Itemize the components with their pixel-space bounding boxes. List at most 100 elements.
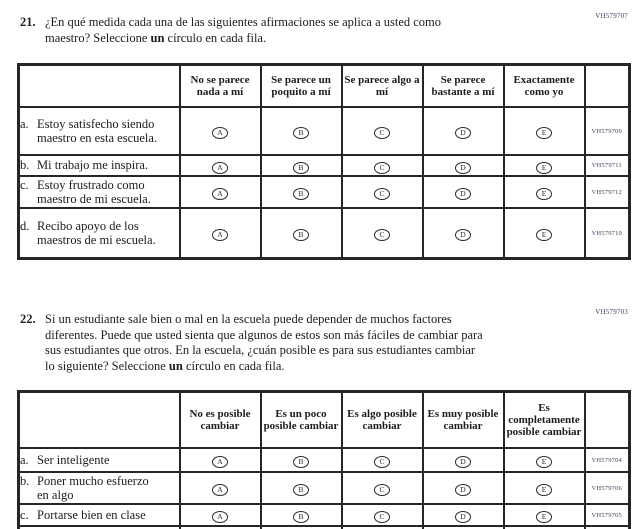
response-cell: B (259, 175, 343, 209)
question-21-number: 21. (20, 15, 36, 29)
response-cell (502, 525, 586, 529)
question-22-accession-code: VH579703 (595, 308, 628, 316)
response-cell: D (421, 207, 505, 260)
row-label: a. Estoy satisfecho siendo maestro en est… (17, 106, 181, 156)
row-accession-code: VH579704 (583, 447, 631, 473)
response-cell: E (502, 175, 586, 209)
q22-header-empty-label (17, 390, 181, 449)
row-letter: c. (20, 507, 29, 522)
option-e-circle[interactable]: E (536, 484, 552, 496)
response-cell: A (178, 447, 262, 473)
option-b-circle[interactable]: B (293, 161, 309, 174)
q21-response-grid: No se parece nada a mí Se parece un poqu… (17, 63, 631, 260)
question-21-text-b: círculo en cada fila. (164, 30, 267, 45)
response-cell (421, 525, 505, 529)
option-e-circle[interactable]: E (536, 188, 552, 200)
q21-header-col-1: No se parece nada a mí (178, 63, 262, 108)
option-d-circle[interactable]: D (455, 484, 471, 496)
option-a-circle[interactable]: A (212, 188, 228, 200)
row-accession-code: VH579706 (583, 471, 631, 505)
row-accession-code: VH579711 (583, 154, 631, 177)
response-cell: A (178, 175, 262, 209)
option-e-circle[interactable]: E (536, 456, 552, 468)
option-e-circle[interactable]: E (536, 161, 552, 174)
response-cell: C (340, 154, 424, 177)
response-cell: B (259, 154, 343, 177)
response-cell: C (340, 106, 424, 156)
response-cell: B (259, 471, 343, 505)
response-cell: D (421, 106, 505, 156)
response-cell: C (340, 503, 424, 527)
response-cell: E (502, 207, 586, 260)
option-a-circle[interactable]: A (212, 456, 228, 468)
option-a-circle[interactable]: A (212, 127, 228, 139)
row-label-text: Portarse bien en clase (37, 507, 146, 522)
question-21: 21. ¿En qué medida cada una de las sigui… (20, 15, 465, 46)
question-21-bold-word: un (150, 30, 165, 45)
option-b-circle[interactable]: B (293, 188, 309, 200)
option-d-circle[interactable]: D (455, 188, 471, 200)
option-b-circle[interactable]: B (293, 127, 309, 139)
option-d-circle[interactable]: D (455, 127, 471, 139)
response-cell (340, 525, 424, 529)
option-b-circle[interactable]: B (293, 229, 309, 241)
response-cell: A (178, 207, 262, 260)
table-row: b. Poner mucho esfuerzo en algo A B C D E… (17, 471, 631, 505)
row-label (17, 525, 181, 529)
response-cell: C (340, 207, 424, 260)
option-c-circle[interactable]: C (374, 188, 390, 200)
table-row-clipped (17, 525, 631, 529)
option-c-circle[interactable]: C (374, 127, 390, 139)
row-label: b. Mi trabajo me inspira. (17, 154, 181, 177)
option-d-circle[interactable]: D (455, 161, 471, 174)
option-a-circle[interactable]: A (212, 484, 228, 496)
question-22-bold-word: un (168, 358, 183, 373)
option-a-circle[interactable]: A (212, 229, 228, 241)
response-cell: E (502, 154, 586, 177)
option-d-circle[interactable]: D (455, 456, 471, 468)
question-21-text: ¿En qué medida cada una de las siguiente… (45, 15, 465, 46)
row-label-text: Estoy satisfecho siendo maestro en esta … (37, 116, 158, 146)
q22-header-col-2: Es un poco posible cambiar (259, 390, 343, 449)
table-row: a. Ser inteligente A B C D E VH579704 (17, 447, 631, 473)
row-label: d. Recibo apoyo de los maestros de mi esc… (17, 207, 181, 260)
row-label-text: Recibo apoyo de los maestros de mi escue… (37, 218, 156, 248)
option-e-circle[interactable]: E (536, 229, 552, 241)
option-d-circle[interactable]: D (455, 511, 471, 523)
option-a-circle[interactable]: A (212, 161, 228, 174)
row-letter: a. (20, 116, 29, 131)
response-cell: B (259, 447, 343, 473)
row-letter: a. (20, 452, 29, 467)
response-cell: E (502, 503, 586, 527)
q21-header-empty-label (17, 63, 181, 108)
response-cell: E (502, 471, 586, 505)
option-d-circle[interactable]: D (455, 229, 471, 241)
row-label-text: Estoy frustrado como maestro de mi escue… (37, 177, 151, 207)
option-e-circle[interactable]: E (536, 511, 552, 523)
row-label: c. Estoy frustrado como maestro de mi esc… (17, 175, 181, 209)
option-b-circle[interactable]: B (293, 456, 309, 468)
row-label-text: Poner mucho esfuerzo en algo (37, 473, 149, 503)
response-cell: E (502, 447, 586, 473)
row-letter: b. (20, 158, 30, 173)
option-c-circle[interactable]: C (374, 484, 390, 496)
row-label-text: Ser inteligente (37, 452, 110, 467)
option-e-circle[interactable]: E (536, 127, 552, 139)
row-label: a. Ser inteligente (17, 447, 181, 473)
response-cell: D (421, 447, 505, 473)
row-label: c. Portarse bien en clase (17, 503, 181, 527)
question-21-text-a: ¿En qué medida cada una de las siguiente… (45, 15, 442, 45)
option-a-circle[interactable]: A (212, 511, 228, 523)
table-row: c. Estoy frustrado como maestro de mi esc… (17, 175, 631, 209)
option-c-circle[interactable]: C (374, 511, 390, 523)
option-c-circle[interactable]: C (374, 456, 390, 468)
row-letter: b. (20, 473, 30, 488)
option-b-circle[interactable]: B (293, 484, 309, 496)
row-accession-code: VH579709 (583, 106, 631, 156)
option-c-circle[interactable]: C (374, 229, 390, 241)
table-row: d. Recibo apoyo de los maestros de mi esc… (17, 207, 631, 260)
row-label: b. Poner mucho esfuerzo en algo (17, 471, 181, 505)
row-accession-code: VH579710 (583, 207, 631, 260)
option-c-circle[interactable]: C (374, 161, 390, 174)
option-b-circle[interactable]: B (293, 511, 309, 523)
